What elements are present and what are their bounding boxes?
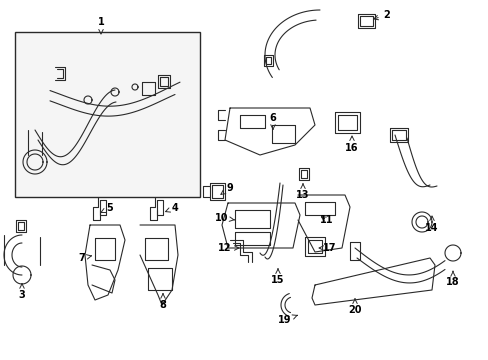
Text: 6: 6 [269, 113, 276, 129]
Text: 10: 10 [215, 213, 234, 223]
Text: 5: 5 [101, 203, 113, 213]
Text: 12: 12 [218, 243, 239, 253]
Text: 17: 17 [319, 243, 336, 253]
Text: 13: 13 [296, 184, 309, 200]
Text: 15: 15 [271, 269, 284, 285]
Text: 18: 18 [445, 271, 459, 287]
Text: 1: 1 [98, 17, 104, 34]
Text: 8: 8 [159, 294, 166, 310]
Text: 9: 9 [221, 183, 233, 194]
Text: 14: 14 [425, 216, 438, 233]
Text: 16: 16 [345, 136, 358, 153]
Text: 7: 7 [79, 253, 91, 263]
Text: 11: 11 [320, 215, 333, 225]
Bar [15, 32, 200, 197]
Text: 2: 2 [373, 10, 389, 20]
Text: 20: 20 [347, 299, 361, 315]
Text: 3: 3 [19, 284, 25, 300]
Text: 4: 4 [165, 203, 178, 213]
Text: 19: 19 [278, 315, 297, 325]
